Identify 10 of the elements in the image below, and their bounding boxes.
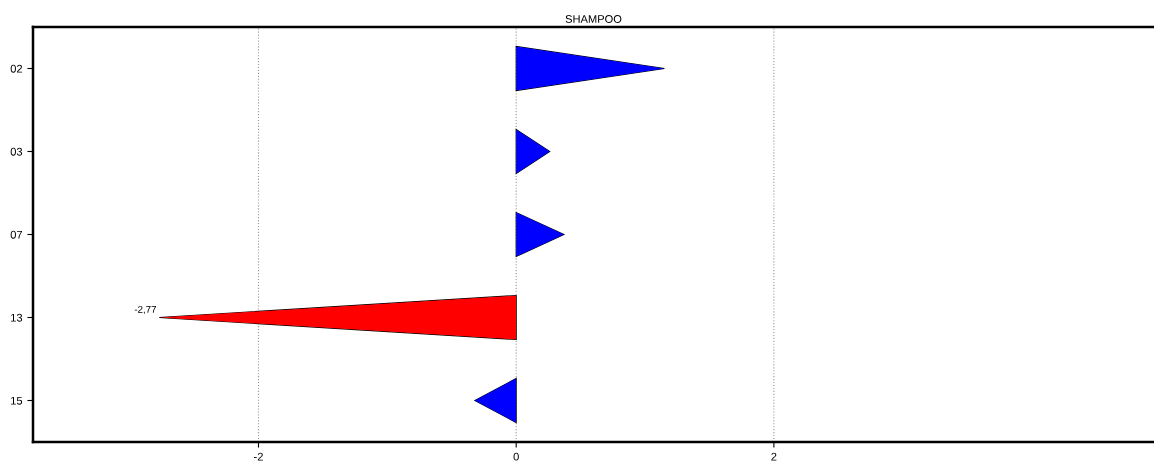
y-tick-label: 02	[10, 64, 23, 73]
chart-title: SHAMPOO	[565, 15, 622, 23]
y-tick-label: 03	[10, 147, 23, 156]
x-tick-label: -2	[254, 452, 263, 461]
x-tick-label: 2	[771, 452, 777, 461]
y-tick-label: 07	[10, 230, 23, 239]
y-tick-label: 15	[11, 396, 23, 405]
x-tick-label: 0	[513, 452, 519, 461]
y-tick-label: 13	[11, 313, 23, 322]
data-label: -2,77	[134, 305, 157, 314]
